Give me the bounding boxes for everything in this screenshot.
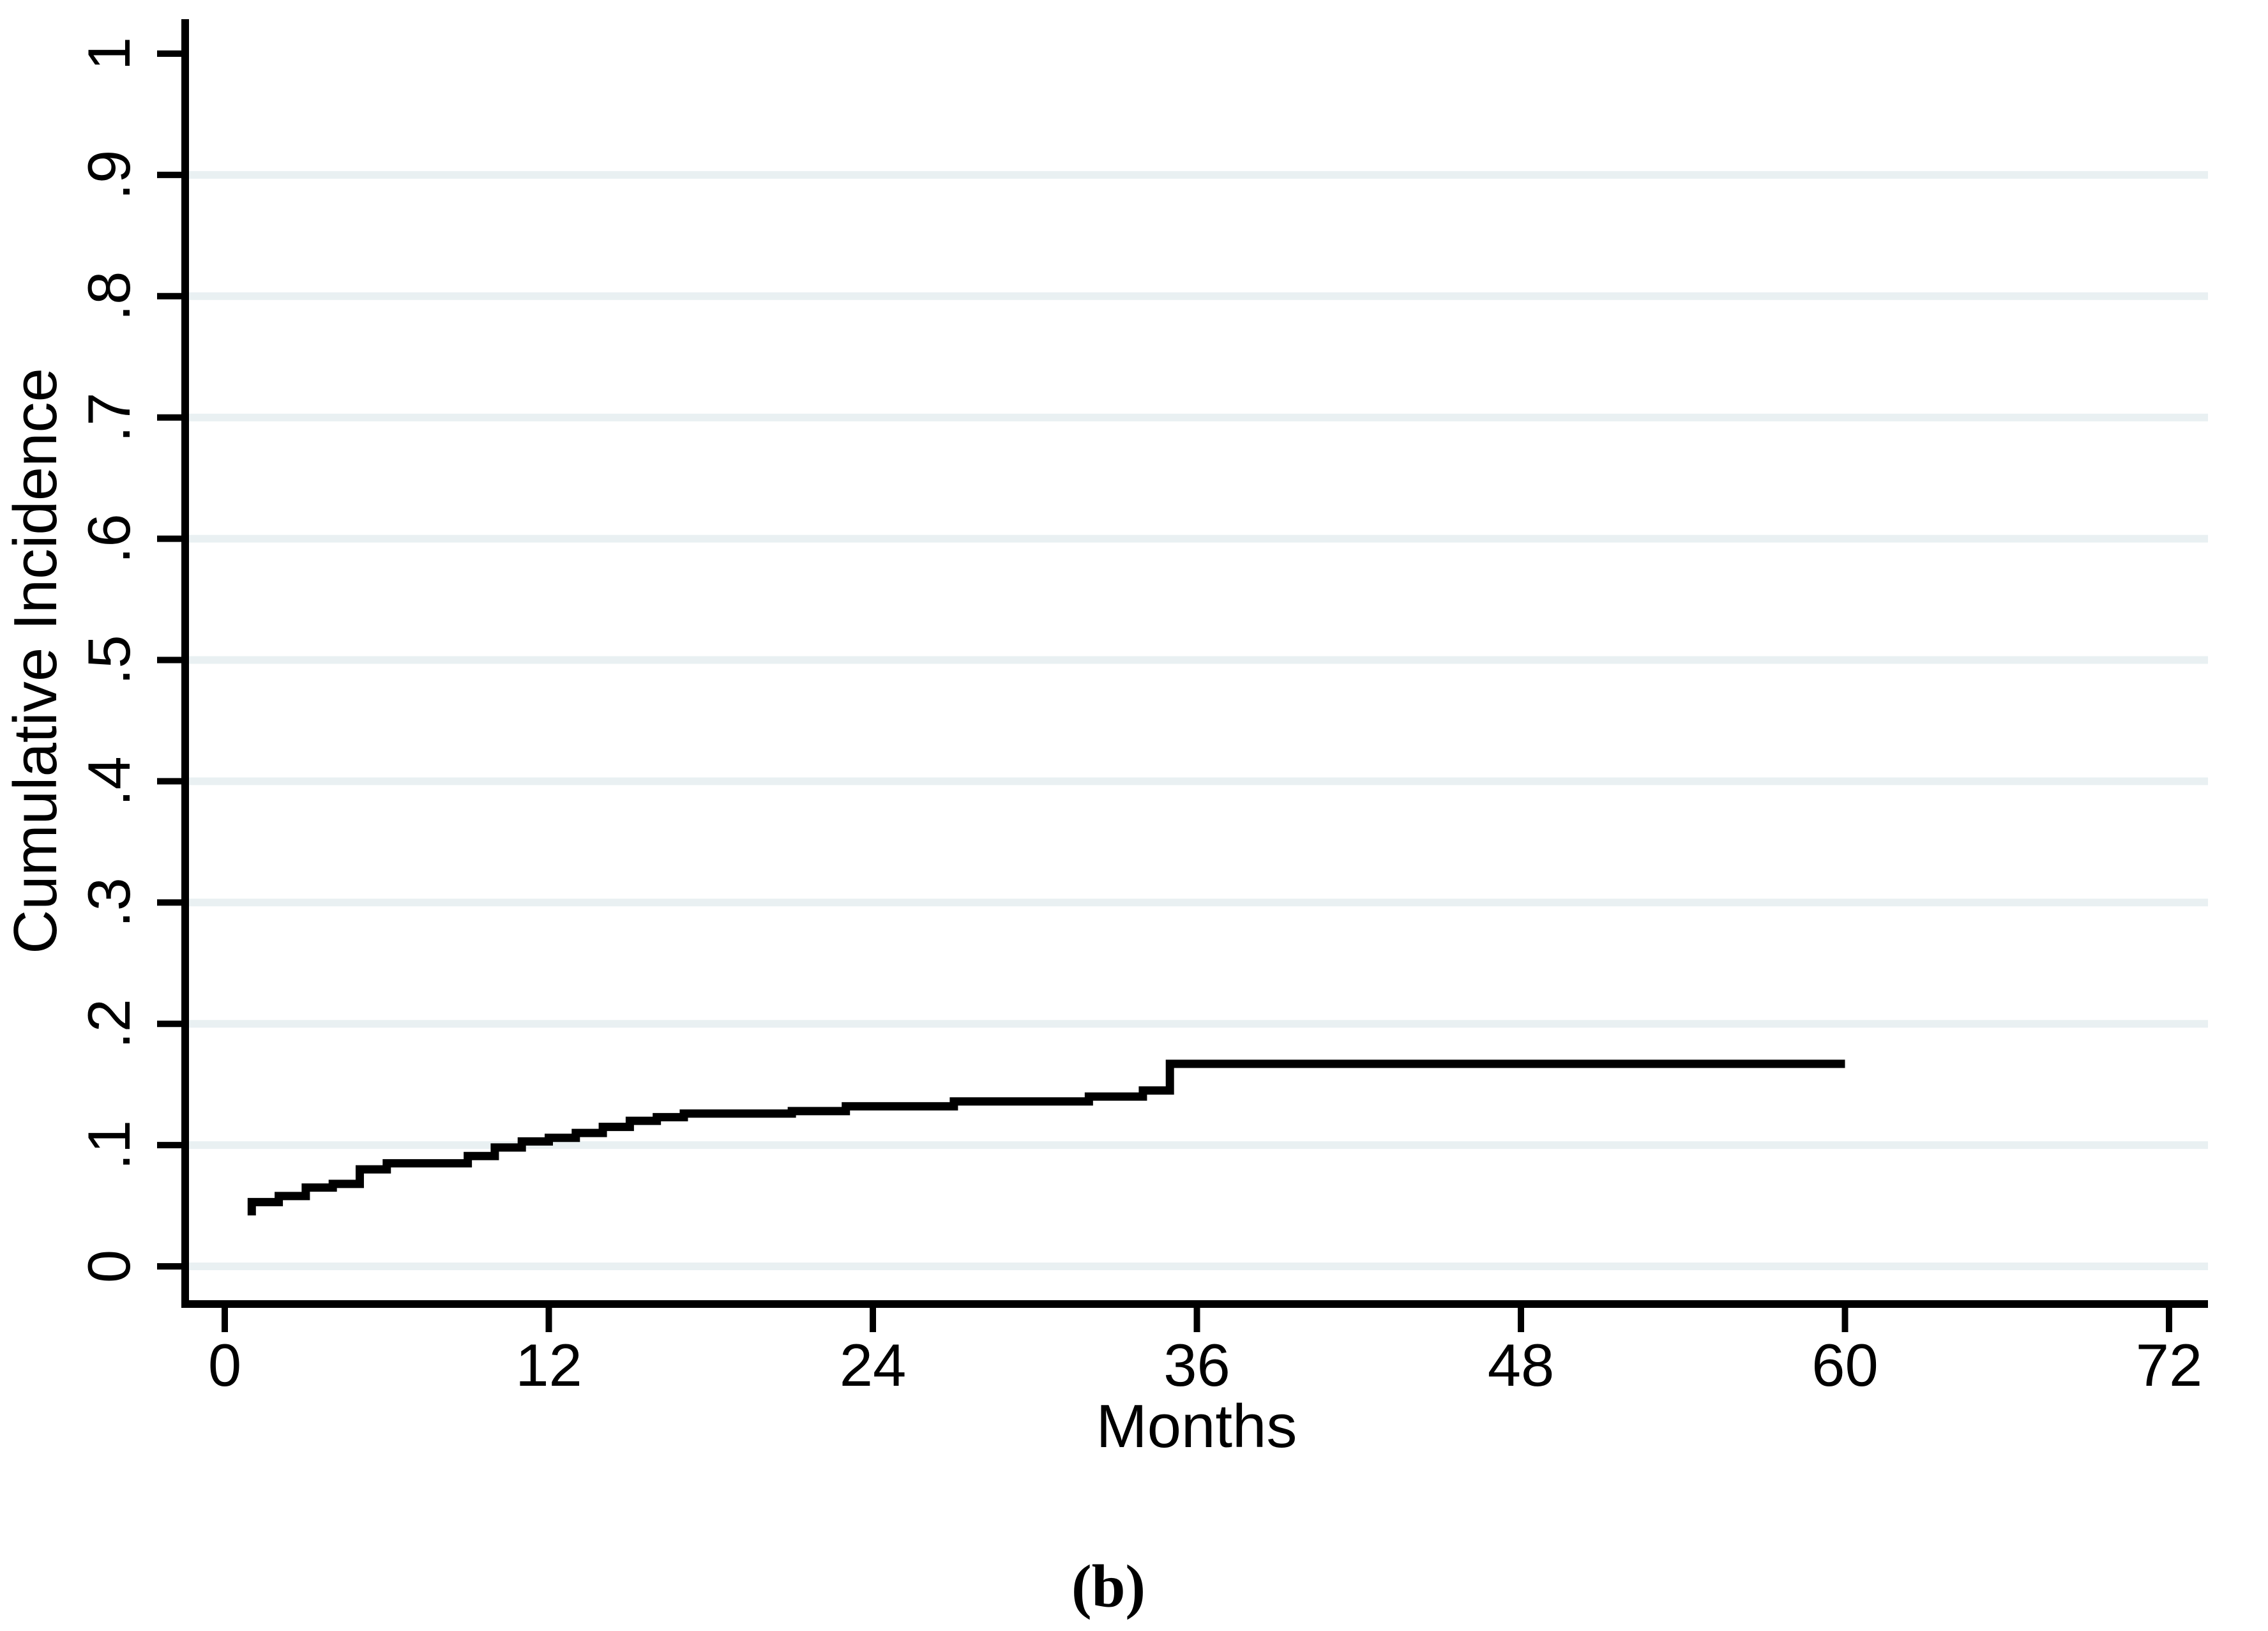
axes — [157, 19, 2208, 1332]
tick-labels: 0 .1 .2 .3 .4 .5 .6 .7 .8 .9 1 0 12 24 36 48 60 72 — [75, 37, 2202, 1399]
y-tick-label: 0 — [75, 1250, 142, 1283]
y-tick-label: .6 — [75, 513, 142, 563]
x-tick-label: 12 — [515, 1331, 582, 1399]
figure-caption: (b) — [1071, 1552, 1145, 1620]
y-axis-title: Cumulative Incidence — [1, 368, 70, 954]
y-tick-label: .7 — [75, 392, 142, 442]
x-axis-title: Months — [1096, 1392, 1297, 1460]
curve-layer — [247, 1059, 1845, 1216]
x-tick-label: 24 — [840, 1331, 907, 1399]
x-tick-label: 60 — [1811, 1331, 1879, 1399]
y-tick-label: .3 — [75, 877, 142, 927]
x-tick-label: 36 — [1163, 1331, 1230, 1399]
y-tick-label: .2 — [75, 999, 142, 1049]
x-tick-label: 0 — [208, 1331, 241, 1399]
gridlines — [189, 171, 2208, 1270]
y-tick-label: .1 — [75, 1120, 142, 1170]
y-tick-label: .5 — [75, 635, 142, 685]
y-tick-label: .8 — [75, 271, 142, 321]
y-tick-label: 1 — [75, 37, 142, 70]
cumulative-incidence-curve — [247, 1059, 1845, 1216]
x-tick-label: 72 — [2136, 1331, 2203, 1399]
y-tick-label: .4 — [75, 756, 142, 806]
y-tick-label: .9 — [75, 150, 142, 200]
x-tick-label: 48 — [1488, 1331, 1555, 1399]
